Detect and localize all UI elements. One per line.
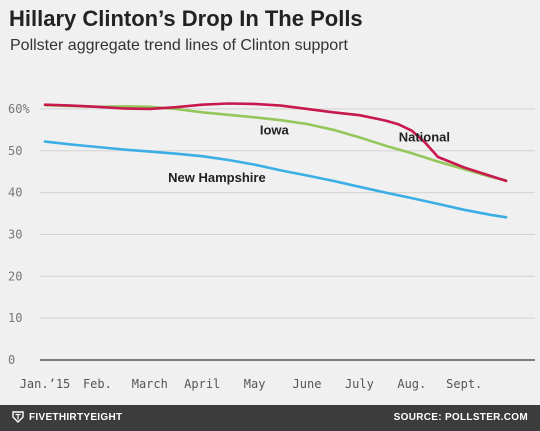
y-tick-label: 20 — [8, 269, 22, 283]
brand-name: FIVETHIRTYEIGHT — [29, 411, 123, 423]
series-line-iowa — [43, 103, 508, 182]
x-tick-label: Feb. — [83, 377, 112, 391]
y-tick-label: 60% — [8, 102, 30, 116]
source-note: SOURCE: POLLSTER.COM — [393, 412, 528, 423]
x-tick-label: June — [293, 377, 322, 391]
fivethirtyeight-logo-icon — [12, 411, 24, 423]
x-tick-label: May — [244, 377, 266, 391]
y-tick-label: 30 — [8, 227, 22, 241]
y-tick-label: 10 — [8, 311, 22, 325]
series-label-iowa: Iowa — [260, 123, 290, 138]
series-line-new-hampshire — [43, 140, 508, 219]
series-layer — [43, 102, 508, 219]
x-tick-label: Sept. — [446, 377, 482, 391]
grid-layer — [40, 108, 535, 361]
series-labels: National Iowa New Hampshire — [168, 123, 450, 185]
series-label-national: National — [399, 129, 450, 144]
footer-bar: FIVETHIRTYEIGHT SOURCE: POLLSTER.COM — [0, 405, 540, 431]
chart-title: Hillary Clinton’s Drop In The Polls — [9, 6, 363, 31]
series-label-new-hampshire: New Hampshire — [168, 170, 266, 185]
x-tick-label: March — [132, 377, 168, 391]
brand: FIVETHIRTYEIGHT — [12, 411, 122, 423]
y-tick-label: 40 — [8, 186, 22, 200]
y-tick-label: 50 — [8, 144, 22, 158]
chart-subtitle: Pollster aggregate trend lines of Clinto… — [10, 37, 348, 54]
y-axis-ticks: 0 10 20 30 40 50 60% — [8, 102, 30, 367]
x-axis-ticks: Jan.’15 Feb. March April May June July Aug. Sept… — [20, 377, 483, 391]
x-tick-label: Jan.’15 — [20, 377, 71, 391]
x-tick-label: April — [184, 377, 220, 391]
x-tick-label: July — [345, 377, 374, 391]
y-tick-label: 0 — [8, 353, 15, 367]
x-tick-label: Aug. — [397, 377, 426, 391]
series-line-national — [43, 102, 508, 183]
